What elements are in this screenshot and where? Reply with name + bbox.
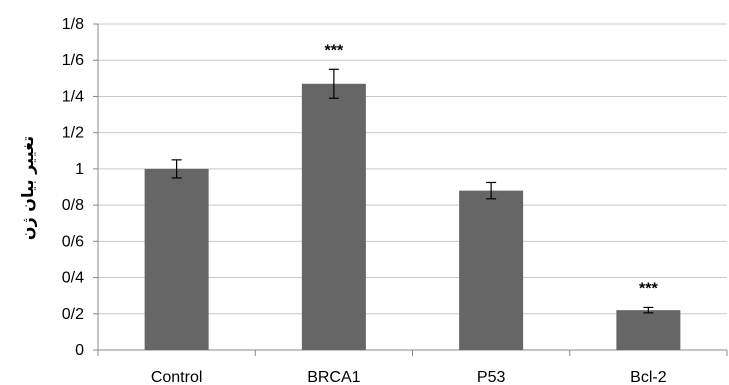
y-tick-label: 0/8 <box>62 197 84 214</box>
y-tick-label: 1/2 <box>62 125 84 142</box>
x-tick-label: Control <box>151 369 203 385</box>
error-bars <box>171 68 654 314</box>
bar <box>616 310 681 350</box>
y-tick-label: 0/2 <box>62 306 84 323</box>
y-tick-label: 0 <box>75 342 84 359</box>
y-tick-label: 0/4 <box>62 270 84 287</box>
x-tick-label: P53 <box>477 369 506 385</box>
y-tick-label: 0/6 <box>62 233 84 250</box>
y-tick-label: 1/8 <box>62 16 84 33</box>
x-tick-label: BRCA1 <box>307 369 360 385</box>
bar <box>144 168 209 350</box>
bar <box>301 83 366 351</box>
y-axis-label: تغییر بیان ژن <box>18 136 37 240</box>
y-tick-label: 1/4 <box>62 88 84 105</box>
x-tick-label: Bcl-2 <box>630 369 667 385</box>
y-tick-label: 1/6 <box>62 52 84 69</box>
labels: 0 0/2 0/4 0/6 0/8 1 1/2 1/4 1/6 1/8 Control *** BRCA… <box>62 16 667 385</box>
bar <box>459 190 524 350</box>
bars <box>144 83 681 351</box>
significance-label: *** <box>325 42 344 59</box>
significance-label: *** <box>639 280 658 297</box>
y-tick-label: 1 <box>75 161 84 178</box>
